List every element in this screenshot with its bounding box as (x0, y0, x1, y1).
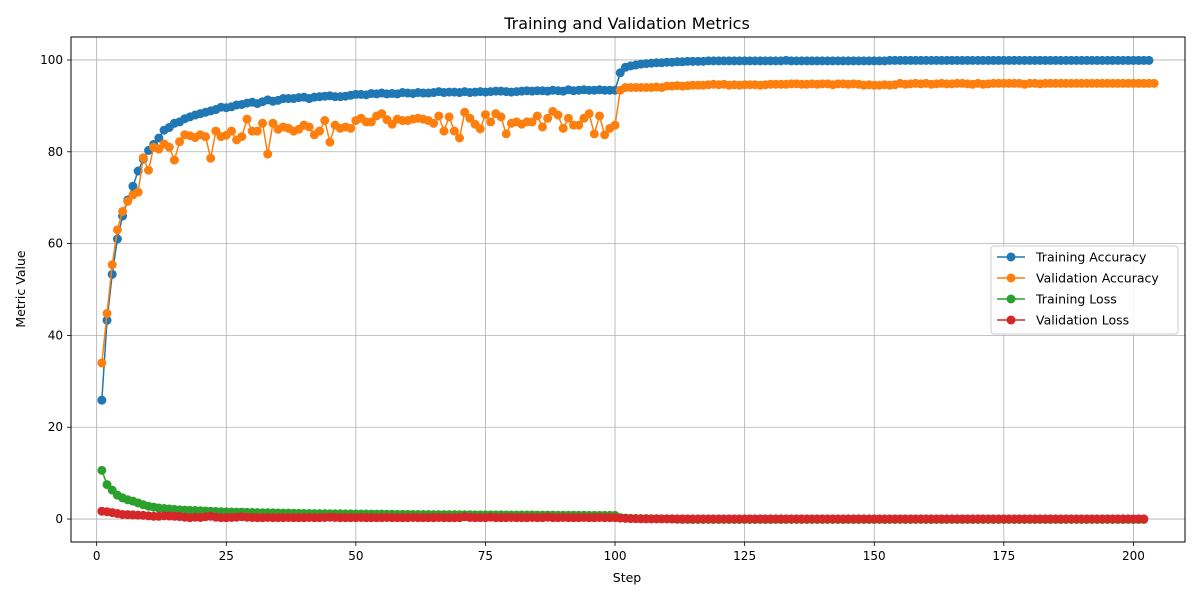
legend-training-accuracy-label: Training Accuracy (1035, 250, 1147, 265)
training-accuracy-point (97, 395, 107, 405)
validation-accuracy-point (434, 111, 444, 121)
validation-accuracy-point (439, 126, 449, 136)
validation-accuracy-point (444, 112, 454, 122)
validation-accuracy-point (465, 113, 475, 123)
validation-accuracy-point (201, 132, 211, 142)
validation-accuracy-point (455, 133, 465, 143)
plot-area-frame (70, 36, 1186, 543)
legend-validation-loss-label: Validation Loss (1036, 313, 1129, 328)
legend-validation-loss-marker (1006, 315, 1016, 325)
series-layer (97, 55, 1159, 524)
validation-accuracy-point (1149, 78, 1159, 88)
validation-accuracy-point (553, 110, 563, 120)
validation-accuracy-point (268, 118, 278, 128)
x-tick-label: 50 (348, 549, 363, 563)
validation-accuracy-point (133, 187, 143, 197)
validation-accuracy-point (429, 118, 439, 128)
validation-accuracy-point (263, 149, 273, 159)
training-accuracy-series (97, 55, 1154, 405)
validation-accuracy-point (532, 111, 542, 121)
validation-accuracy-point (112, 225, 122, 235)
validation-accuracy-point (237, 132, 247, 142)
validation-accuracy-point (558, 123, 568, 133)
validation-accuracy-point (486, 117, 496, 127)
y-tick-label: 60 (48, 237, 63, 251)
validation-accuracy-point (175, 137, 185, 147)
training-accuracy-point (128, 181, 138, 191)
x-tick-label: 100 (604, 549, 627, 563)
validation-accuracy-point (480, 110, 490, 120)
validation-accuracy-point (315, 126, 325, 136)
y-tick-label: 0 (55, 512, 63, 526)
validation-accuracy-point (242, 114, 252, 124)
validation-accuracy-point (449, 126, 459, 136)
legend-validation-accuracy-marker (1006, 273, 1016, 283)
y-axis-label: Metric Value (13, 250, 28, 327)
x-tick-label: 25 (219, 549, 234, 563)
legend-training-accuracy-marker (1006, 252, 1016, 262)
legend-frame (990, 245, 1179, 335)
validation-accuracy-point (589, 129, 599, 139)
validation-accuracy-point (600, 130, 610, 140)
legend-validation-accuracy-label: Validation Accuracy (1036, 271, 1159, 286)
x-tick-label: 150 (863, 549, 886, 563)
validation-accuracy-point (377, 109, 387, 119)
validation-accuracy-point (102, 308, 112, 318)
x-tick-label: 75 (478, 549, 493, 563)
training-accuracy-point (112, 234, 122, 244)
validation-loss-point (1139, 514, 1149, 524)
validation-accuracy-point (460, 107, 470, 117)
validation-accuracy-point (107, 260, 117, 270)
validation-accuracy-point (123, 196, 133, 206)
x-tick-label: 175 (992, 549, 1015, 563)
validation-accuracy-point (496, 112, 506, 122)
validation-accuracy-point (325, 137, 335, 147)
validation-accuracy-point (563, 113, 573, 123)
validation-accuracy-point (501, 129, 511, 139)
x-tick-label: 200 (1122, 549, 1145, 563)
training-accuracy-point (1144, 55, 1154, 65)
y-tick-label: 20 (48, 420, 63, 434)
validation-accuracy-point (164, 142, 174, 152)
validation-accuracy-point (574, 120, 584, 130)
legend: Training Accuracy Validation Accuracy Trai… (990, 245, 1179, 335)
validation-accuracy-point (475, 124, 485, 134)
training-accuracy-point (154, 133, 164, 143)
x-axis-label: Step (613, 570, 642, 585)
validation-accuracy-series (97, 78, 1159, 368)
y-axis-ticks: 0 20 40 60 80 100 (40, 53, 71, 526)
y-tick-label: 80 (48, 145, 63, 159)
validation-accuracy-point (97, 358, 107, 368)
legend-training-loss-label: Training Loss (1035, 292, 1117, 307)
validation-accuracy-point (206, 153, 216, 163)
training-accuracy-point (107, 269, 117, 279)
validation-accuracy-point (144, 165, 153, 175)
validation-loss-series (97, 506, 1149, 524)
validation-accuracy-point (543, 113, 553, 123)
training-loss-point (97, 465, 107, 475)
x-tick-label: 0 (93, 549, 101, 563)
y-tick-label: 100 (40, 53, 63, 67)
validation-accuracy-point (258, 118, 268, 128)
y-tick-label: 40 (48, 328, 63, 342)
validation-accuracy-point (226, 126, 236, 136)
validation-accuracy-point (346, 123, 356, 133)
validation-accuracy-point (366, 117, 376, 127)
validation-accuracy-point (118, 206, 128, 216)
validation-accuracy-point (537, 122, 547, 132)
validation-accuracy-point (594, 111, 604, 121)
validation-accuracy-point (304, 122, 314, 132)
validation-accuracy-point (138, 153, 148, 163)
validation-accuracy-point (320, 116, 330, 126)
validation-accuracy-point (252, 126, 262, 136)
x-tick-label: 125 (733, 549, 756, 563)
validation-accuracy-point (584, 109, 594, 119)
legend-training-loss-marker (1006, 294, 1016, 304)
x-axis-ticks: 0 25 50 75 100 125 150 175 200 (93, 542, 1145, 563)
validation-accuracy-point (169, 155, 179, 165)
validation-accuracy-point (610, 120, 620, 130)
chart-title: Training and Validation Metrics (503, 14, 750, 33)
validation-accuracy-point (527, 117, 537, 127)
